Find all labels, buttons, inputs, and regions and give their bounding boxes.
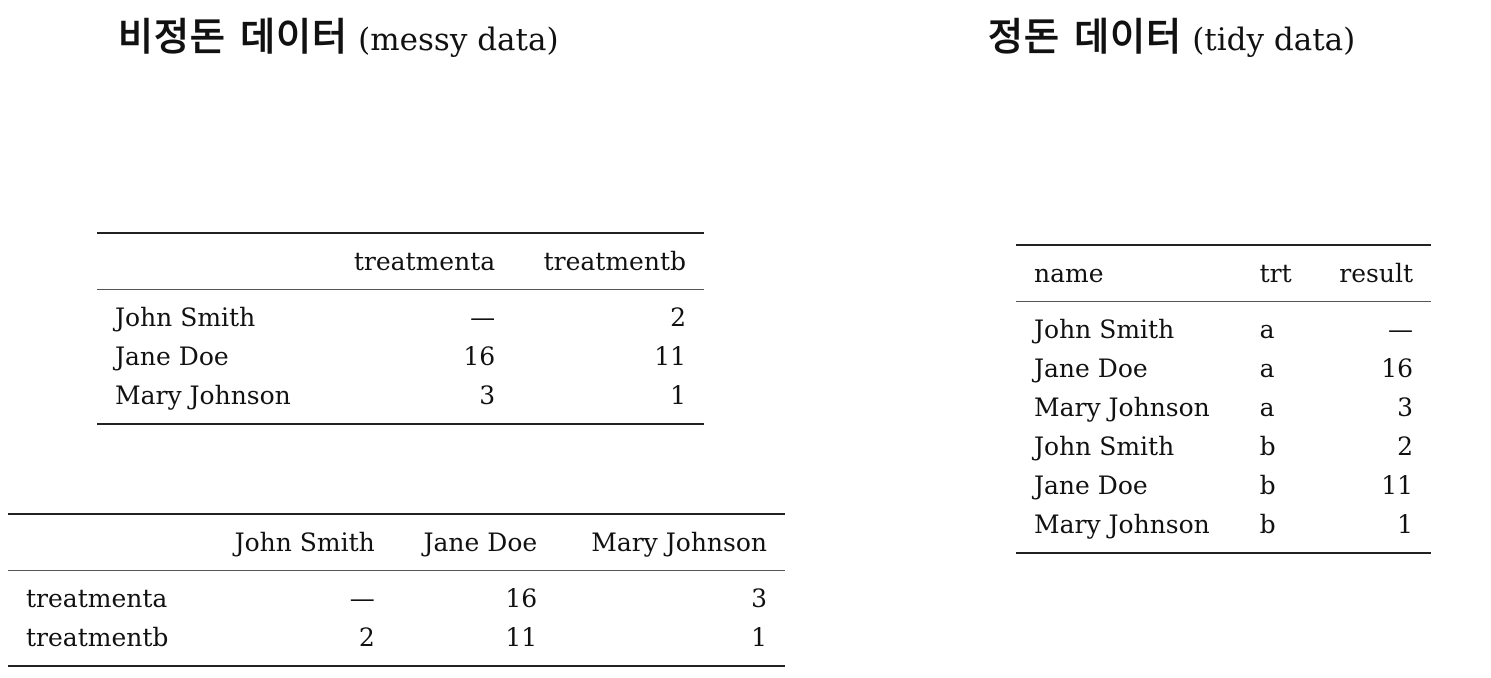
messy-table-treatment-by-person: John Smith Jane Doe Mary Johnson treatme…: [8, 513, 785, 667]
table-row: John Smith a —: [1016, 302, 1431, 350]
header-cell: Jane Doe: [423, 528, 538, 557]
table-header-row: John Smith Jane Doe Mary Johnson: [8, 514, 785, 571]
messy-table-people-by-treatment: treatmenta treatmentb John Smith — 2 Jan…: [97, 232, 704, 425]
table-cell: Mary Johnson: [115, 381, 291, 410]
table-header-row: treatmenta treatmentb: [97, 233, 704, 290]
header-cell: Mary Johnson: [591, 528, 767, 557]
header-cell: name: [1034, 259, 1104, 288]
table-cell: a: [1259, 393, 1275, 422]
table-cell: treatmentb: [26, 623, 169, 652]
table-row: Mary Johnson a 3: [1016, 388, 1431, 427]
table-cell: a: [1259, 354, 1275, 383]
table-cell: 1: [1397, 510, 1413, 539]
tidy-table: name trt result John Smith a — Jane Doe …: [1016, 244, 1431, 554]
table-cell: 2: [358, 623, 375, 652]
table-cell: —: [1388, 315, 1413, 344]
messy-title-korean: 비정돈 데이터: [118, 15, 348, 59]
table-cell: John Smith: [1034, 315, 1175, 344]
table-cell: 11: [654, 342, 686, 371]
table-row: Jane Doe b 11: [1016, 466, 1431, 505]
table-cell: John Smith: [1034, 432, 1175, 461]
table-cell: John Smith: [115, 303, 256, 332]
table-header-row: name trt result: [1016, 245, 1431, 302]
table-cell: 2: [670, 303, 686, 332]
messy-title-english: (messy data): [358, 22, 559, 58]
header-cell: result: [1339, 259, 1413, 288]
table-row: Jane Doe 16 11: [97, 337, 704, 376]
table-cell: 1: [751, 623, 767, 652]
messy-data-title: 비정돈 데이터 (messy data): [118, 15, 559, 60]
table-cell: treatmenta: [26, 584, 168, 613]
header-cell: [8, 514, 202, 571]
table-row: John Smith b 2: [1016, 427, 1431, 466]
table-row: John Smith — 2: [97, 290, 704, 338]
header-cell: treatmentb: [543, 247, 686, 276]
table-cell: Jane Doe: [115, 342, 229, 371]
table-cell: b: [1259, 471, 1276, 500]
table-cell: 11: [1381, 471, 1413, 500]
table-cell: Mary Johnson: [1034, 393, 1210, 422]
table-cell: 3: [1397, 393, 1413, 422]
table-cell: 1: [670, 381, 686, 410]
header-cell: John Smith: [234, 528, 375, 557]
tidy-title-korean: 정돈 데이터: [988, 15, 1183, 59]
table-cell: 16: [463, 342, 496, 371]
tidy-data-title: 정돈 데이터 (tidy data): [988, 15, 1356, 60]
header-cell: trt: [1259, 259, 1292, 288]
table-cell: 16: [505, 584, 538, 613]
table-row: treatmentb 2 11 1: [8, 618, 785, 666]
table-cell: Jane Doe: [1034, 354, 1148, 383]
table-row: Mary Johnson 3 1: [97, 376, 704, 424]
table-cell: b: [1259, 510, 1276, 539]
table-cell: 3: [751, 584, 767, 613]
table-cell: b: [1259, 432, 1276, 461]
table-cell: Mary Johnson: [1034, 510, 1210, 539]
table-cell: 16: [1381, 354, 1413, 383]
table-cell: 2: [1397, 432, 1413, 461]
table-cell: Jane Doe: [1034, 471, 1148, 500]
table-cell: —: [349, 584, 375, 613]
table-cell: a: [1259, 315, 1275, 344]
table-cell: 11: [505, 623, 538, 652]
header-cell: [97, 233, 324, 290]
tidy-title-english: (tidy data): [1192, 22, 1356, 58]
table-row: treatmenta — 16 3: [8, 571, 785, 619]
table-row: Mary Johnson b 1: [1016, 505, 1431, 553]
table-cell: —: [470, 303, 496, 332]
table-cell: 3: [479, 381, 496, 410]
header-cell: treatmenta: [353, 247, 496, 276]
table-row: Jane Doe a 16: [1016, 349, 1431, 388]
